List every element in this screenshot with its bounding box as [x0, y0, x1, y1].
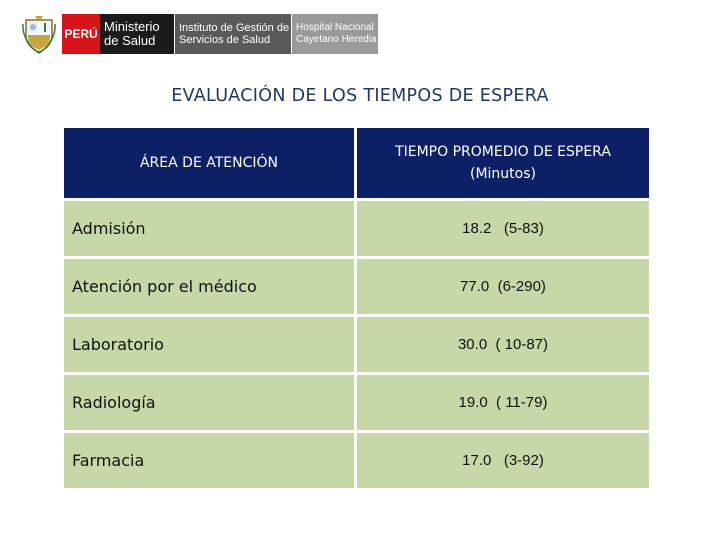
time-cell: 30.0 ( 10-87) — [355, 314, 649, 374]
area-cell: Admisión — [64, 198, 357, 258]
table-row: Admisión 18.2 (5-83) — [64, 198, 649, 258]
ministerio-line1: Ministerio — [104, 19, 160, 34]
area-cell: Laboratorio — [64, 314, 357, 374]
area-cell: Radiología — [64, 372, 357, 432]
table-row: Radiología 19.0 ( 11-79) — [64, 372, 649, 432]
table-row: Atención por el médico 77.0 (6-290) — [64, 256, 649, 316]
peru-label: PERÚ — [62, 14, 100, 54]
time-cell: 77.0 (6-290) — [355, 256, 649, 316]
time-column-header: TIEMPO PROMEDIO DE ESPERA (Minutos) — [355, 128, 649, 200]
area-cell: Farmacia — [64, 430, 357, 488]
table-header-row: ÁREA DE ATENCIÓN TIEMPO PROMEDIO DE ESPE… — [64, 128, 649, 200]
time-header-line1: TIEMPO PROMEDIO DE ESPERA — [395, 144, 611, 160]
instituto-label: Instituto de Gestión de Servicios de Sal… — [174, 14, 291, 54]
time-cell: 18.2 (5-83) — [355, 198, 649, 258]
instituto-line2: Servicios de Salud — [179, 34, 271, 46]
time-cell: 17.0 (3-92) — [355, 430, 649, 488]
institution-logo-bar: PERÚ Ministerio de Salud Instituto de Ge… — [22, 14, 378, 54]
table-row: Farmacia 17.0 (3-92) — [64, 430, 649, 488]
hospital-label: Hospital Nacional Cayetano Heredia — [291, 14, 378, 54]
waiting-times-table: ÁREA DE ATENCIÓN TIEMPO PROMEDIO DE ESPE… — [64, 128, 649, 488]
instituto-line1: Instituto de Gestión de — [179, 22, 290, 34]
area-cell: Atención por el médico — [64, 256, 357, 316]
time-cell: 19.0 ( 11-79) — [355, 372, 649, 432]
ministerio-line2: de Salud — [104, 33, 156, 48]
hospital-line1: Hospital Nacional — [296, 22, 374, 33]
table-row: Laboratorio 30.0 ( 10-87) — [64, 314, 649, 374]
time-header-line2: (Minutos) — [470, 166, 536, 182]
ministerio-label: Ministerio de Salud — [100, 14, 174, 54]
area-column-header: ÁREA DE ATENCIÓN — [64, 128, 357, 200]
coat-of-arms-icon — [22, 16, 56, 54]
page-title: EVALUACIÓN DE LOS TIEMPOS DE ESPERA — [171, 86, 549, 106]
hospital-line2: Cayetano Heredia — [296, 34, 377, 45]
